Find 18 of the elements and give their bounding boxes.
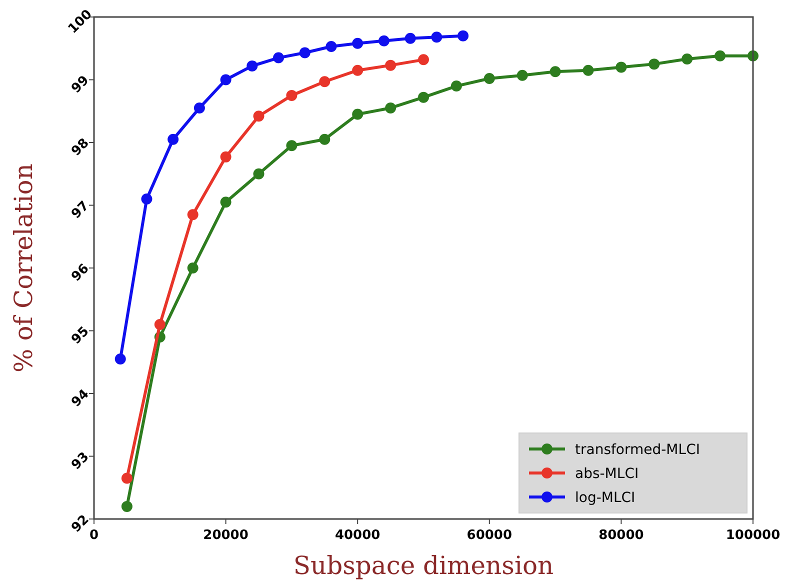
legend-label: abs-MLCI (575, 466, 639, 482)
x-tick-label: 80000 (598, 528, 644, 543)
legend-label: transformed-MLCI (575, 442, 700, 458)
x-tick-label: 20000 (203, 528, 248, 543)
legend-label: log-MLCI (575, 490, 636, 506)
y-tick-label: 94 (68, 386, 92, 410)
x-tick-label: 100000 (726, 528, 780, 543)
y-tick-label: 98 (68, 136, 92, 160)
x-tick-label: 0 (89, 528, 99, 543)
y-axis-title: % of Correlation (9, 164, 38, 372)
y-tick-label: 93 (68, 450, 92, 473)
x-axis-title: Subspace dimension (293, 551, 554, 580)
y-tick-label: 95 (68, 324, 92, 348)
y-tick-label: 96 (68, 261, 92, 285)
x-tick-label: 40000 (334, 528, 380, 543)
y-tick-label: 97 (68, 198, 92, 222)
x-tick-label: 60000 (466, 528, 512, 543)
y-tick-label: 99 (68, 73, 92, 96)
